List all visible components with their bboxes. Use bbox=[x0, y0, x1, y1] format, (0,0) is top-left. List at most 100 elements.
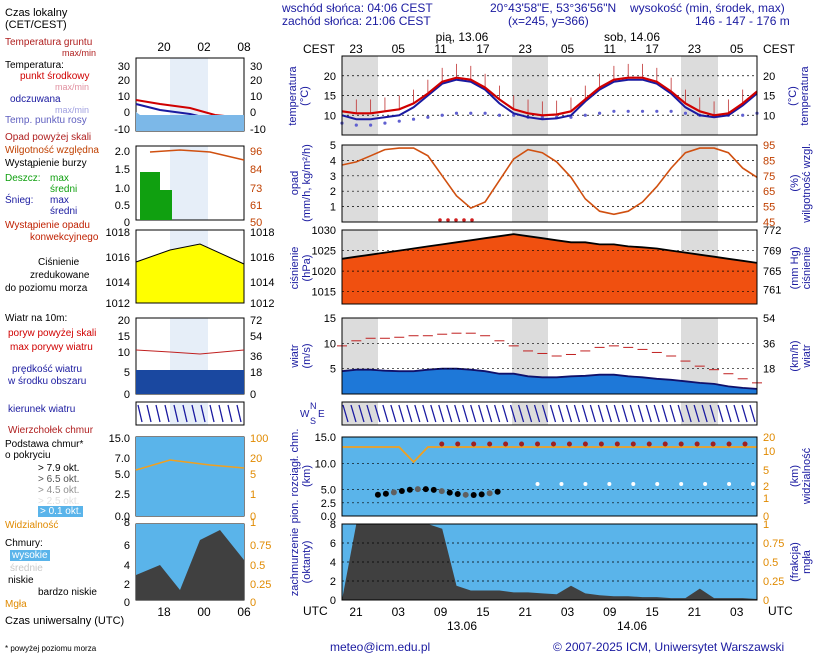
cloud-bg bbox=[342, 437, 757, 516]
wind-arrow-40 bbox=[661, 404, 668, 423]
cloud-base-label2: o pokryciu bbox=[5, 450, 51, 461]
mini-left-tick-6: 1.5 bbox=[115, 164, 130, 176]
cloud-base-low-dot-39 bbox=[655, 482, 660, 486]
top-tick-3: 17 bbox=[476, 42, 490, 56]
cloud-top-dot-24 bbox=[535, 441, 541, 447]
prec-tick-left-3: 3 bbox=[330, 171, 336, 183]
wind-label: Wiatr na 10m: bbox=[5, 313, 68, 324]
mini-right-tick-28: 0 bbox=[250, 597, 256, 609]
wind-tick-left-15: 15 bbox=[324, 313, 336, 325]
wind-arrow-36 bbox=[629, 404, 636, 423]
dew-point-6 bbox=[426, 115, 430, 119]
email-link[interactable]: meteo@icm.edu.pl bbox=[330, 640, 431, 654]
local-time-label2: (CET/CEST) bbox=[5, 19, 67, 31]
temp-axis-title: temperatura bbox=[287, 65, 299, 125]
top-tick-6: 11 bbox=[604, 42, 617, 56]
mini-right-tick-24: 1 bbox=[250, 517, 256, 529]
dew-point-10 bbox=[483, 111, 487, 115]
wind-arrow-26 bbox=[549, 404, 557, 423]
mini-border-prec bbox=[135, 145, 245, 221]
mini-vis-line bbox=[135, 459, 245, 471]
wind-arrow-8 bbox=[406, 404, 413, 423]
wind-arrow-23 bbox=[525, 404, 533, 423]
wind-arrow-44 bbox=[693, 404, 700, 423]
bottom-tick-2: 09 bbox=[434, 605, 448, 619]
pres-tick-left-1015: 1015 bbox=[312, 287, 336, 299]
mini-left-tick-11: 1016 bbox=[106, 252, 130, 264]
mini-bottom-tick-0: 18 bbox=[157, 605, 171, 619]
mini-humidity-line bbox=[149, 149, 245, 161]
wind-axis-title: wiatr bbox=[289, 344, 301, 369]
cloud-base-low-dot-27 bbox=[559, 482, 564, 486]
mini-left-tick-25: 6 bbox=[124, 540, 130, 552]
vlow-clouds-label: bardzo niskie bbox=[38, 587, 97, 598]
wind-arrow-21 bbox=[509, 404, 517, 423]
mini-left-tick-14: 20 bbox=[118, 315, 130, 327]
mini-rain-bar2 bbox=[160, 190, 172, 220]
elevation-values: 146 - 147 - 176 m bbox=[695, 14, 790, 28]
okt65-label: > 6.5 okt. bbox=[38, 474, 80, 485]
fog-label: Mgła bbox=[5, 599, 27, 610]
high-clouds-label: wysokie bbox=[10, 550, 50, 561]
mini-left-tick-2: 10 bbox=[118, 91, 130, 103]
mini-wind-arrow-11 bbox=[236, 404, 242, 423]
mini-left-tick-24: 8 bbox=[124, 517, 130, 529]
wind-dir-label: kierunek wiatru bbox=[8, 404, 76, 415]
humidity-line bbox=[341, 147, 758, 216]
cloud-top-dot-30 bbox=[582, 441, 588, 447]
cloud-base-dot-8 bbox=[406, 486, 413, 493]
wind-arrow-30 bbox=[581, 404, 589, 423]
cloud-base-low-dot-33 bbox=[607, 482, 612, 486]
temp-axis-unit: (°C) bbox=[299, 86, 311, 106]
pres-tick-left-1020: 1020 bbox=[312, 266, 336, 278]
mini-right-tick-3: 0 bbox=[250, 107, 256, 119]
mini-wind-arrow-3 bbox=[164, 404, 170, 423]
convective-label2: konwekcyjnego bbox=[30, 232, 99, 243]
mini-gust-line bbox=[135, 349, 245, 355]
bottom-tick-6: 09 bbox=[603, 605, 617, 619]
snow-label: Śnieg: bbox=[5, 195, 34, 206]
mini-right-tick-6: 84 bbox=[250, 164, 262, 176]
wind-arrow-43 bbox=[685, 404, 692, 423]
cloud-base-dot-9 bbox=[414, 486, 421, 493]
pres-tick-right-761: 761 bbox=[763, 285, 781, 297]
wind-arrow-50 bbox=[741, 404, 748, 423]
rain-label: Deszcz: bbox=[5, 173, 41, 184]
mini-right-tick-0: 30 bbox=[250, 61, 262, 73]
cover-axis-unit: (oktanty) bbox=[301, 541, 313, 584]
bottom-tick-4: 21 bbox=[519, 605, 533, 619]
top-tick-2: 11 bbox=[434, 42, 447, 56]
fog-tick-right-0: 0 bbox=[763, 595, 769, 607]
dew-point-7 bbox=[440, 113, 444, 117]
wind-arrow-27 bbox=[557, 404, 565, 423]
utc-label-right: UTC bbox=[768, 604, 793, 618]
mini-cloud-bg bbox=[136, 437, 244, 516]
cloud-axis-unit: (km) bbox=[301, 465, 313, 487]
mini-wind-arrow-5 bbox=[182, 404, 188, 423]
mini-border-dir bbox=[135, 401, 245, 426]
wind-arrow-33 bbox=[605, 404, 612, 423]
night-band-prec-1 bbox=[512, 145, 548, 222]
bottom-tick-9: 03 bbox=[730, 605, 744, 619]
panel-border-wind bbox=[341, 317, 758, 395]
mini-right-tick-17: 18 bbox=[250, 367, 262, 379]
cloud-axis-title: pion. rozciągł. chm. bbox=[289, 429, 301, 524]
hum-axis-unit: (%) bbox=[789, 174, 801, 191]
bottom-tick-1: 03 bbox=[392, 605, 406, 619]
mini-wind-arrow-0 bbox=[137, 404, 143, 423]
cloud-base-dot-15 bbox=[462, 491, 469, 498]
cloud-top-dot-26 bbox=[550, 441, 556, 447]
wind-tick-right-18: 18 bbox=[763, 364, 775, 376]
coords-label: 20°43'58"E, 53°36'56"N bbox=[490, 1, 617, 15]
mini-wind-arrow-7 bbox=[200, 404, 206, 423]
cloud-base-low-dot-48 bbox=[727, 482, 732, 486]
mini-wind-arrow-10 bbox=[227, 404, 233, 423]
top-tick-5: 05 bbox=[561, 42, 575, 56]
mini-left-tick-28: 0 bbox=[124, 597, 130, 609]
mini-left-tick-13: 1012 bbox=[106, 298, 130, 310]
temp-label: Temperatura: bbox=[5, 60, 64, 71]
ground-temp-label: Temperatura gruntu bbox=[5, 37, 93, 48]
snow-mean-label: średni bbox=[50, 206, 78, 217]
felt-maxmin-label: max/min bbox=[55, 105, 90, 115]
